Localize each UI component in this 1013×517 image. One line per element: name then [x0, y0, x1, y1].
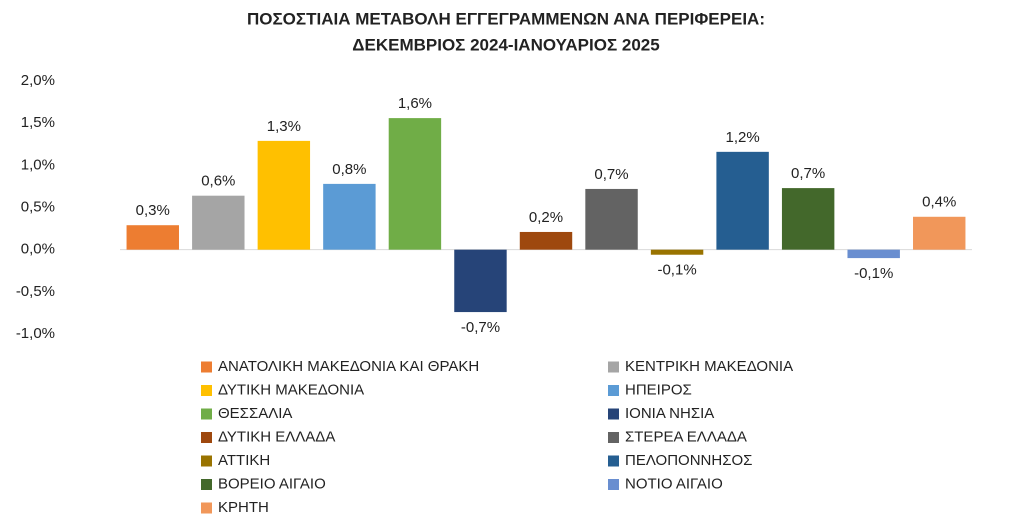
data-label: -0,1%: [854, 265, 893, 282]
legend-swatch: [201, 502, 212, 514]
data-label: 0,2%: [529, 209, 563, 226]
legend-swatch: [201, 479, 212, 490]
legend-label: ΑΤΤΙΚΗ: [218, 452, 270, 469]
legend-label: ΒΟΡΕΙΟ ΑΙΓΑΙΟ: [218, 475, 326, 492]
legend-label: ΚΡΗΤΗ: [218, 499, 269, 516]
legend-label: ΝΟΤΙΟ ΑΙΓΑΙΟ: [625, 475, 723, 492]
legend-swatch: [608, 361, 619, 373]
legend-label: ΔΥΤΙΚΗ ΕΛΛΑΔΑ: [218, 428, 335, 445]
legend-swatch: [201, 455, 212, 467]
legend-swatch: [201, 432, 212, 443]
y-tick-label: 2,0%: [21, 72, 55, 89]
bar: [257, 140, 311, 250]
y-tick-label: 1,0%: [21, 156, 55, 173]
y-tick-label: -1,0%: [16, 325, 55, 342]
data-label: 0,6%: [201, 173, 235, 190]
bar: [388, 118, 442, 250]
bar: [847, 249, 900, 259]
legend-swatch: [608, 479, 619, 490]
data-label: -0,1%: [657, 262, 696, 279]
legend-label: ΙΟΝΙΑ ΝΗΣΙΑ: [625, 405, 714, 422]
y-tick-label: 0,0%: [21, 241, 55, 258]
y-tick-label: 1,5%: [21, 114, 55, 131]
data-label: 0,3%: [136, 202, 170, 219]
chart-title: ΠΟΣΟΣΤΙΑΙΑ ΜΕΤΑΒΟΛΗ ΕΓΓΕΓΡΑΜΜΕΝΩΝ ΑΝΑ ΠΕ…: [247, 9, 765, 28]
bar: [913, 216, 966, 250]
legend-label: ΠΕΛΟΠΟΝΝΗΣΟΣ: [625, 452, 752, 469]
data-label: -0,7%: [461, 319, 500, 336]
y-tick-label: -0,5%: [16, 283, 55, 300]
data-label: 0,7%: [594, 166, 628, 183]
legend-swatch: [201, 385, 212, 396]
bar: [323, 183, 376, 250]
bar: [519, 231, 573, 250]
bar: [126, 225, 179, 250]
bar: [716, 151, 769, 250]
legend-swatch: [608, 385, 619, 396]
bar: [192, 195, 245, 250]
legend-label: ΣΤΕΡΕΑ ΕΛΛΑΔΑ: [625, 428, 747, 445]
data-label: 0,7%: [791, 165, 825, 182]
y-tick-label: 0,5%: [21, 198, 55, 215]
data-label: 1,3%: [267, 118, 301, 135]
legend-swatch: [608, 408, 619, 420]
bar: [781, 188, 835, 250]
legend-label: ΚΕΝΤΡΙΚΗ ΜΑΚΕΔΟΝΙΑ: [625, 358, 793, 375]
legend-label: ΘΕΣΣΑΛΙΑ: [218, 405, 292, 422]
bar: [454, 249, 507, 313]
bar: [585, 188, 638, 250]
chart-title: ΔΕΚΕΜΒΡΙΟΣ 2024-ΙΑΝΟΥΑΡΙΟΣ 2025: [352, 35, 659, 54]
legend-label: ΗΠΕΙΡΟΣ: [625, 381, 692, 398]
legend-swatch: [201, 361, 212, 373]
legend-label: ΔΥΤΙΚΗ ΜΑΚΕΔΟΝΙΑ: [218, 381, 364, 398]
bar: [650, 249, 704, 255]
data-label: 0,8%: [332, 161, 366, 178]
legend-swatch: [608, 432, 619, 443]
data-label: 1,6%: [398, 95, 432, 112]
data-label: 0,4%: [922, 194, 956, 211]
data-label: 1,2%: [726, 129, 760, 146]
legend-swatch: [608, 455, 619, 467]
legend-label: ΑΝΑΤΟΛΙΚΗ ΜΑΚΕΔΟΝΙΑ ΚΑΙ ΘΡΑΚΗ: [218, 358, 479, 375]
legend-swatch: [201, 408, 212, 420]
